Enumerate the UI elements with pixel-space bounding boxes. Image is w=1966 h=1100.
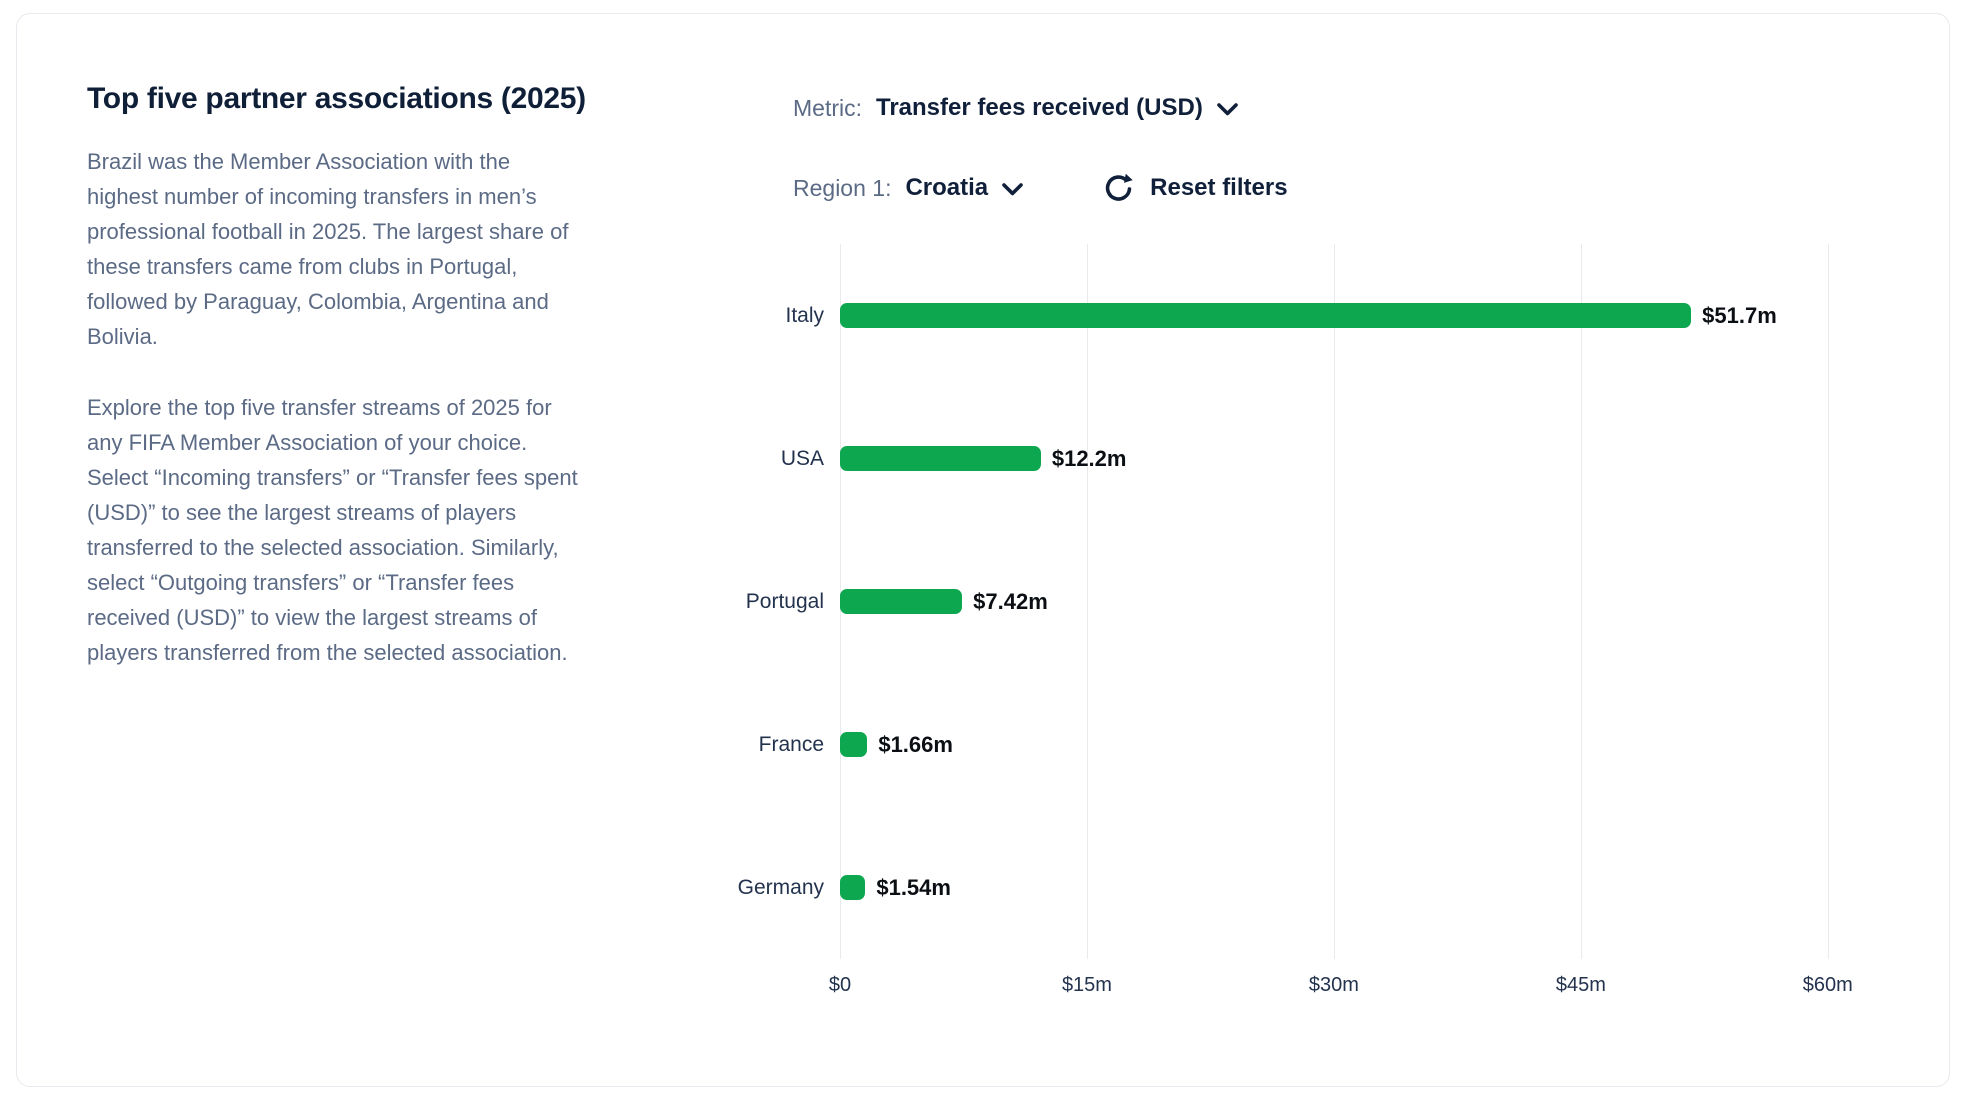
dashboard-card: Top five partner associations (2025) Bra… [16,13,1950,1087]
bar-value-label: $7.42m [973,589,1048,614]
bar-chart: $0 $15m $30m $45m $60m Italy $51.7m USA $12.2m Po… [738,244,1948,996]
bar-value-label: $12.2m [1051,446,1127,471]
bar-value-label: $1.66m [878,732,953,757]
region-dropdown-value: Croatia [905,174,989,201]
x-tick-label: $30m [1308,974,1359,996]
reset-filters-label: Reset filters [1150,174,1288,201]
region-row: Region 1: Croatia Reset filters [793,170,1288,206]
bar-category-label: USA [780,446,824,470]
x-tick-label: $60m [1802,974,1853,996]
intro-paragraph-2: Explore the top five transfer streams of… [87,395,578,665]
chevron-down-icon [1001,182,1024,197]
reset-filters-button[interactable]: Reset filters [1102,172,1288,205]
bar-value-label: $51.7m [1702,303,1777,328]
gridline [1827,244,1829,959]
metric-dropdown-value: Transfer fees received (USD) [876,94,1203,121]
metric-row: Metric: Transfer fees received (USD) [793,90,1288,126]
bar[interactable] [840,589,963,614]
intro-paragraph-1: Brazil was the Member Association with t… [87,149,569,349]
gridline [1086,244,1088,959]
region-dropdown[interactable]: Croatia [905,174,1024,202]
bar-category-label: Portugal [745,589,824,613]
gridline [1580,244,1582,959]
bar[interactable] [840,875,866,900]
bar[interactable] [840,732,868,757]
bar-category-label: France [758,732,824,756]
bar-category-label: Italy [785,303,824,327]
bar-value-label: $1.54m [876,875,951,900]
refresh-clockwise-icon [1102,172,1135,205]
filter-controls: Metric: Transfer fees received (USD) Reg… [793,90,1288,206]
x-tick-label: $45m [1555,974,1606,996]
x-tick-label: $15m [1061,974,1112,996]
gridline [1333,244,1335,959]
bar[interactable] [840,446,1041,471]
region-label: Region 1: [793,174,892,201]
metric-label: Metric: [793,94,862,121]
bar-category-label: Germany [737,875,824,899]
text-panel: Top five partner associations (2025) Bra… [87,82,587,706]
bar[interactable] [840,303,1692,328]
metric-dropdown[interactable]: Transfer fees received (USD) [876,94,1239,122]
page-title: Top five partner associations (2025) [87,82,586,115]
chevron-down-icon [1216,102,1239,117]
x-tick-label: $0 [828,974,852,996]
